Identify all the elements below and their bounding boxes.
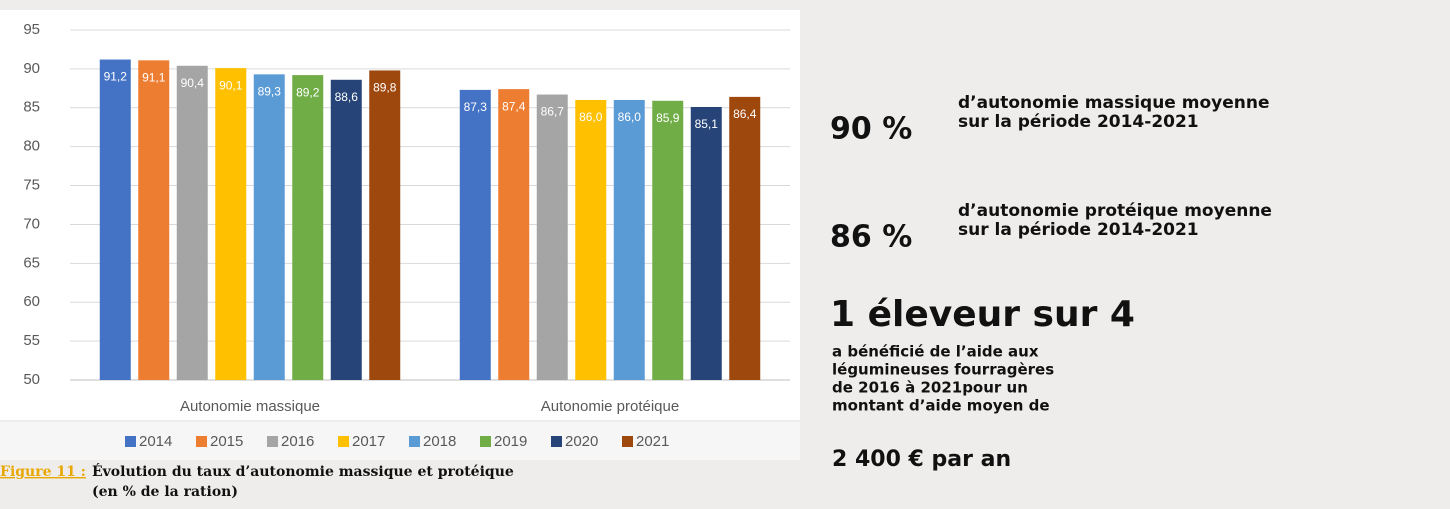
legend-label: 2015 (210, 433, 243, 450)
bar (459, 89, 491, 380)
legend-area (0, 422, 800, 460)
value-label: 91,1 (142, 71, 166, 85)
value-label: 88,6 (335, 90, 359, 104)
highlight-value: 90 % (830, 112, 912, 147)
legend-swatch (480, 436, 491, 447)
legend-swatch (338, 436, 349, 447)
value-label: 85,1 (695, 117, 719, 131)
value-label: 91,2 (104, 70, 128, 84)
highlight-value: 86 % (830, 220, 912, 255)
y-tick-label: 70 (23, 215, 40, 232)
bar (253, 74, 285, 380)
bar (652, 100, 684, 381)
legend-swatch (267, 436, 278, 447)
y-tick-label: 55 (23, 332, 40, 349)
x-tick-label: Autonomie protéique (541, 398, 679, 415)
x-tick-label: Autonomie massique (180, 398, 320, 415)
highlight-text: montant d’aide moyen de (832, 397, 1050, 415)
legend-label: 2017 (352, 433, 385, 450)
value-label: 90,4 (181, 76, 205, 90)
bar (369, 70, 401, 380)
y-tick-label: 95 (23, 21, 40, 38)
highlight-text: d’autonomie protéique moyenne (958, 201, 1272, 221)
bar (138, 60, 170, 380)
value-label: 86,4 (733, 107, 757, 121)
legend-label: 2018 (423, 433, 456, 450)
y-tick-label: 50 (23, 371, 40, 388)
highlight-text: de 2016 à 2021pour un (832, 379, 1028, 397)
legend-label: 2021 (636, 433, 669, 450)
legend-swatch (551, 436, 562, 447)
value-label: 89,8 (373, 81, 397, 95)
value-label: 86,0 (579, 110, 603, 124)
caption-line: (en % de la ration) (92, 484, 238, 500)
y-tick-label: 75 (23, 177, 40, 194)
bar (99, 59, 131, 381)
highlight-text: sur la période 2014-2021 (958, 220, 1199, 240)
legend-swatch (622, 436, 633, 447)
highlight-text: d’autonomie massique moyenne (958, 93, 1270, 113)
bar (292, 75, 324, 380)
y-tick-label: 90 (23, 60, 40, 77)
highlight-text: légumineuses fourragères (832, 361, 1054, 379)
legend-swatch (409, 436, 420, 447)
highlight-amount: 2 400 € par an (832, 447, 1011, 472)
value-label: 87,3 (464, 100, 488, 114)
bar (690, 107, 722, 380)
highlight-text: a bénéficié de l’aide aux (832, 343, 1039, 361)
value-label: 87,4 (502, 99, 526, 113)
bar (498, 89, 530, 380)
highlight-value: 1 éleveur sur 4 (830, 294, 1135, 335)
value-label: 90,1 (219, 78, 243, 92)
value-label: 85,9 (656, 111, 680, 125)
bar (176, 65, 208, 381)
legend-label: 2019 (494, 433, 527, 450)
y-tick-label: 65 (23, 254, 40, 271)
value-label: 86,7 (541, 105, 565, 119)
highlight-text: sur la période 2014-2021 (958, 112, 1199, 132)
legend-label: 2016 (281, 433, 314, 450)
caption-line: Évolution du taux d’autonomie massique e… (92, 462, 514, 480)
bar (536, 94, 568, 381)
y-tick-label: 80 (23, 138, 40, 155)
value-label: 86,0 (618, 110, 642, 124)
legend-label: 2014 (139, 433, 172, 450)
bar (575, 100, 607, 380)
legend-swatch (125, 436, 136, 447)
figure-label: Figure 11 : (0, 464, 86, 480)
bar (330, 79, 362, 381)
bar (215, 68, 247, 380)
bar (729, 96, 761, 380)
legend-label: 2020 (565, 433, 598, 450)
y-tick-label: 85 (23, 99, 40, 116)
bar (613, 100, 645, 380)
y-tick-label: 60 (23, 293, 40, 310)
value-label: 89,3 (258, 85, 282, 99)
value-label: 89,2 (296, 85, 320, 99)
legend-swatch (196, 436, 207, 447)
